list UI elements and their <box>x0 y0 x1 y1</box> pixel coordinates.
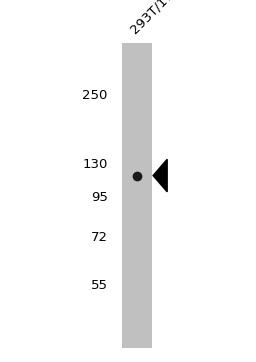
Polygon shape <box>153 159 167 192</box>
Text: 130: 130 <box>82 158 108 171</box>
Text: 72: 72 <box>91 231 108 244</box>
Bar <box>122 43 152 348</box>
Text: 95: 95 <box>91 191 108 204</box>
Text: 55: 55 <box>91 279 108 292</box>
Text: 250: 250 <box>82 89 108 102</box>
Text: 293T/17: 293T/17 <box>128 0 176 36</box>
